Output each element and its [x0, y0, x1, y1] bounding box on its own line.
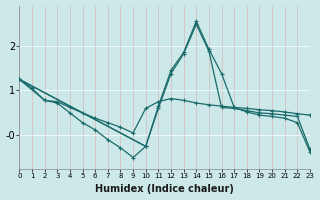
X-axis label: Humidex (Indice chaleur): Humidex (Indice chaleur) — [95, 184, 234, 194]
